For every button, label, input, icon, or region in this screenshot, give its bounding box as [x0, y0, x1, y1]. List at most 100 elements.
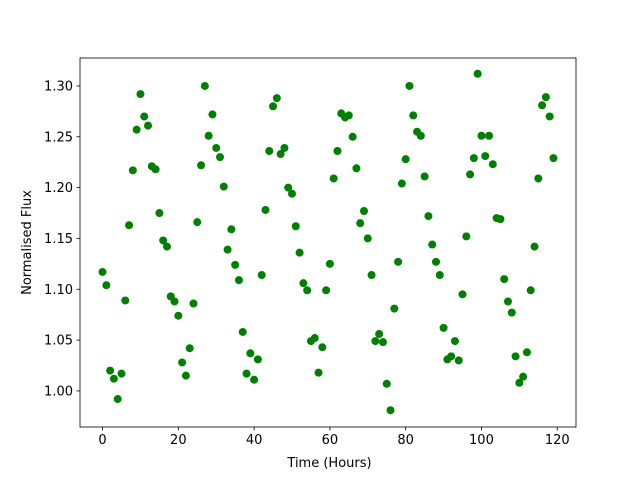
x-tick-label: 80	[397, 433, 414, 448]
point	[269, 102, 278, 111]
point	[500, 275, 509, 284]
point	[121, 296, 130, 305]
point	[151, 165, 160, 174]
point	[98, 267, 107, 276]
point	[367, 271, 376, 280]
point	[488, 160, 497, 169]
point	[401, 155, 410, 164]
point	[511, 352, 520, 361]
point	[216, 153, 225, 162]
point	[174, 311, 183, 320]
point	[102, 281, 111, 290]
point	[496, 215, 505, 224]
point	[280, 143, 289, 152]
x-tick-label: 120	[545, 433, 570, 448]
point	[109, 374, 118, 383]
point	[485, 131, 494, 140]
point	[136, 90, 145, 99]
point	[140, 112, 149, 121]
point	[541, 93, 550, 102]
point	[420, 172, 429, 181]
point	[515, 378, 524, 387]
point	[435, 271, 444, 280]
point	[261, 205, 270, 214]
x-tick-label: 0	[98, 433, 106, 448]
point	[125, 221, 134, 230]
point	[322, 286, 331, 295]
point	[318, 343, 327, 352]
y-tick-label: 1.15	[44, 232, 73, 247]
point	[204, 131, 213, 140]
axes-frame	[79, 57, 577, 428]
point	[390, 304, 399, 313]
point	[253, 355, 262, 364]
point	[428, 240, 437, 249]
point	[397, 179, 406, 188]
point	[276, 150, 285, 159]
x-axis-label: Time (Hours)	[286, 456, 371, 471]
point	[530, 242, 539, 251]
point	[375, 329, 384, 338]
y-tick-label: 1.00	[44, 384, 73, 399]
point	[394, 257, 403, 266]
point	[170, 297, 179, 306]
point	[185, 344, 194, 353]
point	[250, 375, 259, 384]
point	[303, 286, 312, 295]
point	[181, 371, 190, 380]
point	[352, 164, 361, 173]
point	[284, 183, 293, 192]
point	[363, 234, 372, 243]
point	[178, 358, 187, 367]
point	[534, 174, 543, 183]
point	[462, 232, 471, 241]
point	[208, 110, 217, 119]
point	[189, 299, 198, 308]
point	[473, 69, 482, 78]
point	[310, 334, 319, 343]
x-tick-label: 60	[322, 433, 339, 448]
point	[159, 236, 168, 245]
point	[356, 219, 365, 228]
point	[447, 352, 456, 361]
point	[424, 212, 433, 221]
point	[481, 152, 490, 161]
x-tick-label: 40	[246, 433, 263, 448]
point	[378, 338, 387, 347]
point	[450, 337, 459, 346]
point	[348, 132, 357, 141]
point	[117, 369, 126, 378]
point	[234, 276, 243, 285]
point	[431, 257, 440, 266]
y-tick-label: 1.30	[44, 79, 73, 94]
y-tick-label: 1.25	[44, 130, 73, 145]
point	[371, 337, 380, 346]
point	[238, 327, 247, 336]
point	[200, 81, 209, 90]
point	[344, 111, 353, 120]
point	[507, 308, 516, 317]
point	[405, 81, 414, 90]
point	[162, 242, 171, 251]
y-tick-label: 1.10	[44, 283, 73, 298]
x-tick-label: 20	[170, 433, 187, 448]
point	[291, 222, 300, 231]
point	[197, 161, 206, 170]
point	[132, 125, 141, 134]
x-tick-label: 100	[469, 433, 494, 448]
y-tick-label: 1.20	[44, 181, 73, 196]
point	[314, 368, 323, 377]
point	[526, 286, 535, 295]
point	[265, 147, 274, 156]
point	[246, 349, 255, 358]
point	[503, 297, 512, 306]
point	[416, 131, 425, 140]
point	[477, 131, 486, 140]
point	[545, 112, 554, 121]
point	[231, 260, 240, 269]
point	[257, 271, 266, 280]
point	[295, 248, 304, 257]
